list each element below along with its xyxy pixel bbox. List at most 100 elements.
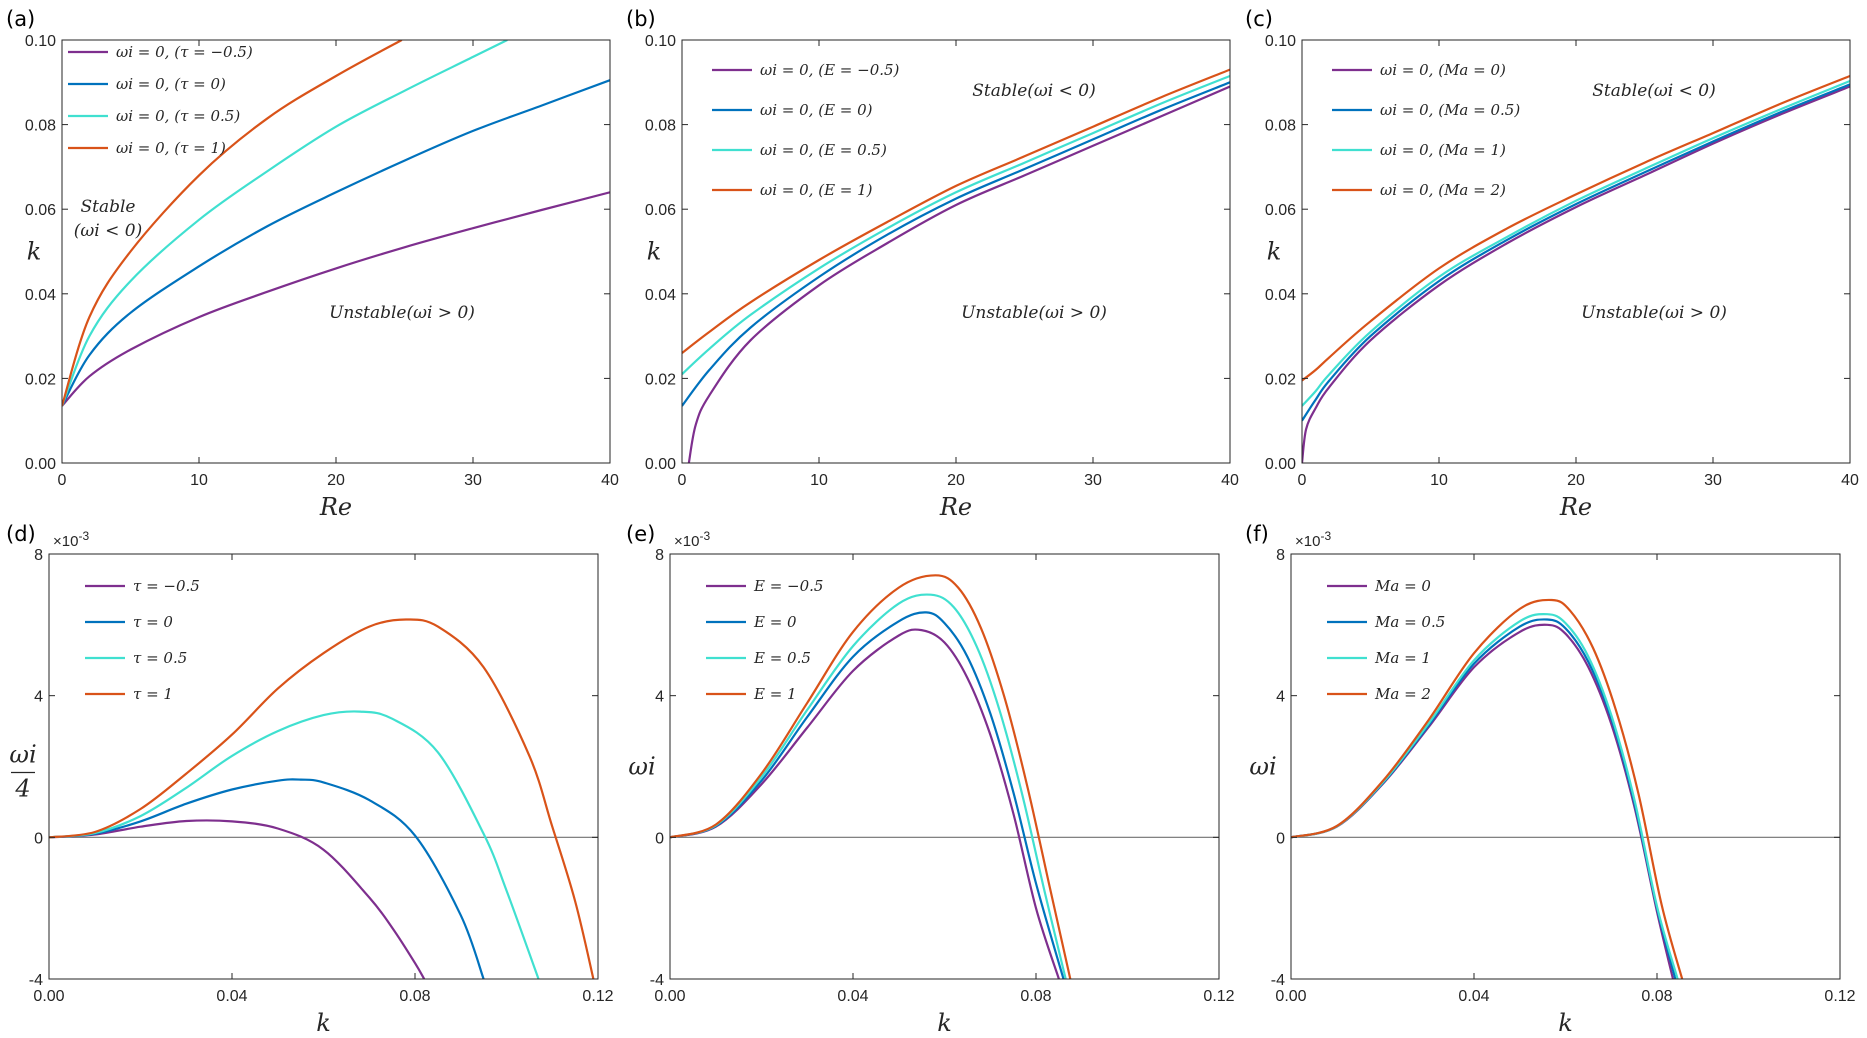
y-tick-label: 0.00	[645, 456, 676, 473]
legend-entry: ωi = 0, (τ = 0.5)	[116, 107, 240, 125]
series-line-3	[62, 40, 403, 407]
legend-entry: ωi = 0, (E = 0)	[760, 101, 873, 119]
y-tick-label: 8	[1276, 547, 1285, 564]
series-line-2	[62, 40, 508, 407]
series-line-2	[670, 593, 1067, 979]
stable-annotation: Stable	[81, 197, 136, 217]
series-line-1	[49, 778, 485, 979]
y-tick-label: 0.08	[645, 118, 676, 135]
x-axis-label: k	[937, 1009, 952, 1037]
panel-f: (f) 0.00 0.04 0.08 0.12 -4 0 4 8 ×10-3 k ωi Ma = 0 Ma…	[1245, 522, 1856, 1037]
series-line-3	[1291, 598, 1684, 979]
y-tick-label: -4	[1271, 972, 1285, 989]
panel-label: (c)	[1245, 7, 1273, 31]
panel-label: (b)	[626, 7, 656, 31]
x-tick-label: 0.12	[1824, 988, 1855, 1005]
series-line-0	[1302, 85, 1850, 463]
series-line-3	[682, 68, 1230, 354]
unstable-annotation: Unstable(ωi > 0)	[1581, 303, 1727, 323]
y-axis-label-numerator: ωi	[9, 741, 36, 769]
y-axis-label: ωi	[628, 753, 655, 781]
x-tick-label: 0	[678, 472, 687, 489]
y-tick-label: 0.06	[1265, 202, 1296, 219]
series-line-1	[682, 81, 1230, 407]
unstable-annotation: Unstable(ωi > 0)	[961, 303, 1107, 323]
axes-frame	[669, 553, 1220, 980]
legend-entry: ωi = 0, (Ma = 0)	[1380, 61, 1506, 79]
legend-entry: ωi = 0, (τ = 1)	[116, 139, 226, 157]
panel-d: (d) 0.00 0.04 0.08 0.12 -4 0 4 8 ×10-3 k ωi 4 τ = −0.…	[6, 522, 614, 1037]
panel-label: (d)	[6, 522, 36, 546]
legend-entry: ωi = 0, (Ma = 0.5)	[1380, 101, 1520, 119]
y-tick-label: 4	[655, 689, 664, 706]
x-tick-label: 20	[1567, 472, 1585, 489]
series-line-0	[670, 628, 1060, 979]
x-axis-label: Re	[319, 493, 352, 521]
x-tick-label: 10	[1430, 472, 1448, 489]
y-exponent-label: ×10-3	[674, 529, 710, 550]
panel-e: (e) 0.00 0.04 0.08 0.12 -4 0 4 8 ×10-3 k ωi E = −0.5…	[626, 522, 1235, 1037]
y-tick-label: 8	[34, 547, 43, 564]
series-line-0	[1291, 623, 1675, 979]
x-tick-label: 0	[1298, 472, 1307, 489]
series-line-3	[1302, 74, 1850, 382]
y-tick-label: 0.10	[25, 33, 56, 50]
x-tick-label: 40	[1841, 472, 1859, 489]
x-tick-label: 0.04	[1458, 988, 1489, 1005]
y-tick-label: 0.00	[25, 456, 56, 473]
y-tick-label: 0.02	[25, 371, 56, 388]
axes-frame	[61, 39, 611, 464]
unstable-annotation: Unstable(ωi > 0)	[329, 303, 475, 323]
legend-entry: E = −0.5	[753, 577, 823, 595]
x-tick-label: 0.00	[1275, 988, 1306, 1005]
series-line-2	[1302, 79, 1850, 407]
legend-entry: ωi = 0, (Ma = 2)	[1380, 181, 1506, 199]
y-tick-label: 4	[34, 689, 43, 706]
y-axis-label: k	[647, 238, 662, 266]
series-line-3	[49, 618, 595, 979]
y-tick-label: 0.04	[645, 287, 676, 304]
x-tick-label: 30	[1704, 472, 1722, 489]
panel-c: (c) 0 10 20 30 40 0.00 0.02 0.04 0.06 0.08 0.10 Re k ω…	[1245, 7, 1859, 521]
legend-entry: ωi = 0, (E = −0.5)	[760, 61, 900, 79]
x-tick-label: 40	[1221, 472, 1239, 489]
y-tick-label: 4	[1276, 689, 1285, 706]
x-tick-label: 30	[464, 472, 482, 489]
legend-entry: Ma = 0.5	[1374, 613, 1445, 631]
panel-label: (a)	[6, 7, 35, 31]
y-tick-label: 0.06	[645, 202, 676, 219]
y-tick-label: 0	[655, 830, 664, 847]
x-tick-label: 0.04	[216, 988, 247, 1005]
series-line-2	[1291, 613, 1679, 979]
x-tick-label: 10	[190, 472, 208, 489]
x-axis-label: Re	[1559, 493, 1592, 521]
x-tick-label: 0.04	[837, 988, 868, 1005]
x-tick-label: 30	[1084, 472, 1102, 489]
stable-annotation: Stable(ωi < 0)	[1592, 81, 1715, 101]
x-tick-label: 0.08	[399, 988, 430, 1005]
y-exponent-label: ×10-3	[53, 529, 89, 550]
stable-condition-annotation: (ωi < 0)	[74, 221, 142, 241]
legend-entry: Ma = 1	[1374, 649, 1431, 667]
y-axis-label-denominator: 4	[14, 775, 30, 803]
y-tick-label: 0	[34, 830, 43, 847]
y-tick-label: 0.04	[25, 287, 56, 304]
legend-entry: τ = 0.5	[133, 649, 187, 667]
x-tick-label: 10	[810, 472, 828, 489]
y-axis-label: ωi	[1249, 753, 1276, 781]
y-tick-label: 0.02	[645, 371, 676, 388]
series-line-1	[1302, 83, 1850, 422]
legend-entry: ωi = 0, (E = 1)	[760, 181, 873, 199]
y-tick-label: 0.04	[1265, 287, 1296, 304]
x-tick-label: 0	[58, 472, 67, 489]
y-axis-label: k	[1267, 238, 1282, 266]
panel-label: (e)	[626, 522, 655, 546]
y-axis-label: k	[27, 238, 42, 266]
x-tick-label: 0.12	[582, 988, 613, 1005]
legend-entry: E = 0	[753, 613, 797, 631]
legend-entry: Ma = 0	[1374, 577, 1431, 595]
legend-entry: E = 1	[753, 685, 797, 703]
series-line-1	[670, 611, 1065, 979]
y-tick-label: 0.06	[25, 202, 56, 219]
series-line-3	[670, 574, 1072, 979]
